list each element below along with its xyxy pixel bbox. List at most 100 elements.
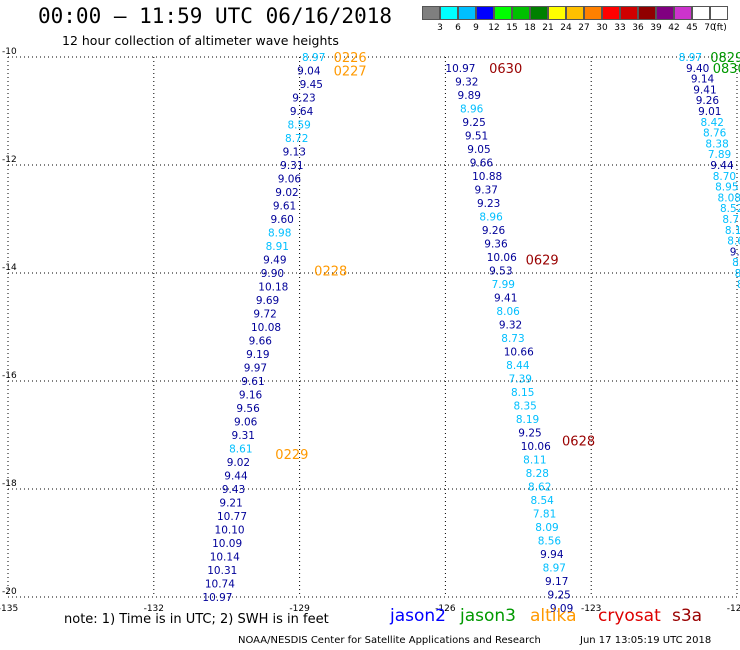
swh-value-label: 9.44 xyxy=(710,160,734,172)
swh-value-label: 8.42 xyxy=(701,117,724,129)
scale-label: 33 xyxy=(614,23,626,33)
swh-value-label: 9.02 xyxy=(275,187,298,199)
swh-value-label: 9.17 xyxy=(545,576,568,588)
swh-value-label: 9.06 xyxy=(278,174,302,186)
swh-value-label: 9.49 xyxy=(263,255,286,267)
swh-value-label: 8.97 xyxy=(302,52,325,64)
swh-value-label: 8.73 xyxy=(501,333,524,345)
scale-label: 70 xyxy=(704,23,716,33)
swh-value-label: 9.14 xyxy=(691,74,715,86)
scale-swatch xyxy=(530,6,548,20)
swh-value-label: 10.97 xyxy=(202,592,232,604)
swh-value-label: 9.41 xyxy=(693,84,716,96)
scale-swatch xyxy=(422,6,440,20)
swh-value-label: 7.89 xyxy=(708,149,731,161)
swh-value-label: 8.44 xyxy=(506,360,530,372)
time-label: 0226 xyxy=(334,51,367,66)
swh-value-label: 9.16 xyxy=(239,390,263,402)
swh-value-label: 10.18 xyxy=(258,282,288,294)
swh-value-label: 9.66 xyxy=(249,336,273,348)
swh-value-label: 8.06 xyxy=(496,306,520,318)
swh-value-label: 9.43 xyxy=(222,484,245,496)
swh-value-label: 9.13 xyxy=(283,147,306,159)
scale-label: 12 xyxy=(488,23,500,33)
swh-value-label: 9.15 xyxy=(730,246,740,258)
swh-value-label: 9.19 xyxy=(246,349,269,361)
swh-value-label: 8.95 xyxy=(715,182,738,194)
scale-label: 15 xyxy=(506,23,518,33)
swh-value-label: 9.23 xyxy=(292,93,315,105)
swh-value-label: 8.71 xyxy=(722,214,740,226)
swh-value-label: 9.37 xyxy=(475,184,498,196)
time-label: 0227 xyxy=(334,65,367,80)
chart-subtitle: 12 hour collection of altimeter wave hei… xyxy=(62,33,339,48)
swh-value-label: 9.64 xyxy=(290,106,314,118)
time-label: 0630 xyxy=(489,62,522,77)
swh-value-label: 9.72 xyxy=(253,309,276,321)
swh-value-label: 8.96 xyxy=(460,103,484,115)
time-label: 0629 xyxy=(526,254,559,269)
swh-value-label: 8.97 xyxy=(679,52,702,64)
scale-swatch xyxy=(710,6,728,20)
y-tick-label: -10 xyxy=(2,47,17,57)
scale-label: 24 xyxy=(560,23,572,33)
scale-swatch xyxy=(458,6,476,20)
swh-value-label: 9.01 xyxy=(698,106,721,118)
swh-value-label: 9.89 xyxy=(458,90,481,102)
swh-value-label: 8.45 xyxy=(732,257,740,269)
swh-value-label: 9.26 xyxy=(696,95,720,107)
swh-value-label: 9.06 xyxy=(234,417,258,429)
swh-value-label: 8.91 xyxy=(266,241,289,253)
swh-value-label: 9.53 xyxy=(489,265,512,277)
scale-swatch xyxy=(440,6,458,20)
swh-value-label: 9.31 xyxy=(280,160,303,172)
swh-value-label: 9.60 xyxy=(270,214,293,226)
swh-value-label: 8.35 xyxy=(513,400,536,412)
swh-value-label: 8.56 xyxy=(538,535,562,547)
scale-swatch xyxy=(512,6,530,20)
swh-value-label: 8.11 xyxy=(523,454,546,466)
scale-swatch xyxy=(548,6,566,20)
swh-value-label: 10.06 xyxy=(521,441,551,453)
swh-labels: 8.979.049.459.239.648.598.729.139.319.06… xyxy=(202,51,740,615)
legend-entry: jason2 xyxy=(390,606,446,626)
swh-value-label: 10.14 xyxy=(210,552,240,564)
legend-entry: altika xyxy=(530,606,577,626)
scale-label: 36 xyxy=(632,23,644,33)
swh-value-label: 8.3 xyxy=(735,268,740,280)
swh-value-label: 9.40 xyxy=(686,63,709,75)
swh-value-label: 8.28 xyxy=(526,468,549,480)
grid-lines xyxy=(7,56,738,598)
axis-ticks: -135 -132 -129 -126 -123 -120 -10 -12 -14 -16 -18 -… xyxy=(0,47,740,614)
swh-value-label: 9.02 xyxy=(227,457,250,469)
swh-value-label: 9.69 xyxy=(256,295,279,307)
y-tick-label: -12 xyxy=(2,155,17,165)
swh-value-label: 8.09 xyxy=(535,522,558,534)
swh-value-label: 9.09 xyxy=(550,603,573,615)
time-label: 0228 xyxy=(314,264,347,279)
y-tick-label: -16 xyxy=(2,371,17,381)
swh-value-label: 7.99 xyxy=(492,279,515,291)
swh-value-label: 9.66 xyxy=(470,157,494,169)
scale-label: 3 xyxy=(437,23,443,33)
swh-value-label: 8.60 xyxy=(727,236,740,248)
swh-value-label: 9.31 xyxy=(232,430,255,442)
scale-swatch xyxy=(584,6,602,20)
credit-line: NOAA/NESDIS Center for Satellite Applica… xyxy=(238,635,541,646)
swh-value-label: 8.59 xyxy=(287,120,310,132)
swh-value-label: 8. xyxy=(737,279,740,291)
scale-label: 45 xyxy=(686,23,698,33)
swh-value-label: 9.61 xyxy=(273,201,296,213)
x-tick-label: -132 xyxy=(144,604,164,614)
swh-value-label: 9.97 xyxy=(244,363,267,375)
swh-value-label: 9.90 xyxy=(261,268,284,280)
swh-value-label: 8.17 xyxy=(725,225,740,237)
swh-value-label: 8.08 xyxy=(718,192,740,204)
swh-value-label: 8.19 xyxy=(516,414,539,426)
scale-label: 27 xyxy=(578,23,590,33)
chart-title: 00:00 – 11:59 UTC 06/16/2018 xyxy=(38,4,393,28)
swh-value-label: 9.45 xyxy=(300,79,323,91)
swh-value-label: 8.72 xyxy=(285,133,308,145)
swh-value-label: 10.97 xyxy=(445,63,475,75)
